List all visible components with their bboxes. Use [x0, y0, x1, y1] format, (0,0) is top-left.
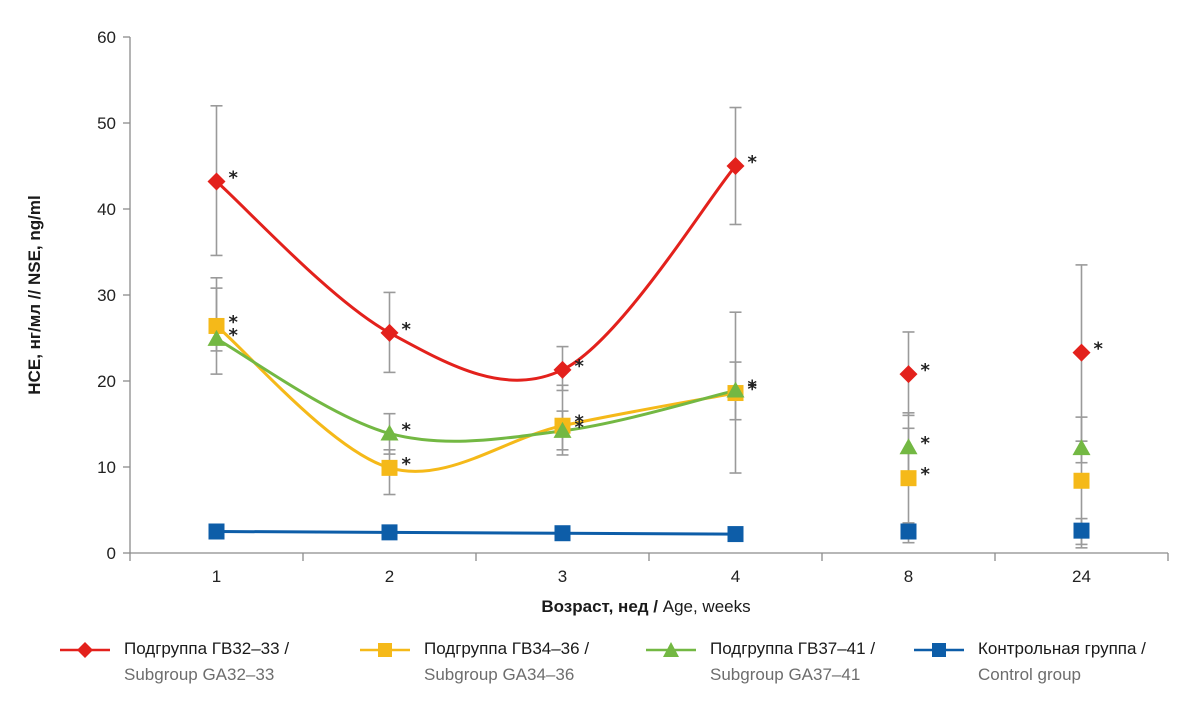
legend-label-en: Subgroup GA34–36	[424, 665, 575, 684]
data-point-ga3436	[1073, 472, 1090, 489]
significance-star: *	[748, 376, 758, 397]
x-axis-title-en: Age, weeks	[663, 597, 751, 616]
legend-label-en: Subgroup GA37–41	[710, 665, 861, 684]
x-tick-label: 1	[212, 567, 221, 586]
data-point-control	[554, 525, 571, 542]
significance-star: *	[1094, 339, 1104, 360]
legend-swatch-square-icon	[914, 643, 964, 657]
legend-swatch-triangle-icon	[646, 642, 696, 657]
significance-star: *	[921, 433, 931, 454]
legend-swatch-diamond-icon	[60, 642, 110, 658]
data-point-ga3233	[726, 157, 745, 175]
significance-star: *	[229, 325, 239, 346]
data-point-ga3741	[553, 421, 572, 438]
x-tick-label: 8	[904, 567, 913, 586]
significance-star: *	[575, 417, 585, 438]
data-point-ga3233	[207, 172, 226, 191]
y-tick-label: 0	[107, 544, 116, 563]
x-tick-label: 24	[1072, 567, 1091, 586]
significance-star: *	[402, 454, 412, 475]
y-tick-label: 20	[97, 372, 116, 391]
significance-star: *	[575, 356, 585, 377]
y-tick-label: 40	[97, 200, 116, 219]
y-tick-label: 60	[97, 28, 116, 47]
data-point-ga3436	[208, 317, 225, 334]
data-point-ga3436	[381, 459, 398, 476]
series-line-control	[216, 530, 736, 536]
significance-star: *	[402, 419, 412, 440]
data-point-ga3233	[553, 360, 572, 379]
series-line-ga3233	[215, 165, 737, 382]
error-bars	[210, 105, 1088, 549]
x-tick-label: 4	[731, 567, 740, 586]
significance-star: *	[921, 360, 931, 381]
data-point-ga3233	[1072, 343, 1091, 362]
data-point-control	[727, 526, 744, 543]
legend: Подгруппа ГВ32–33 / Subgroup GA32–33 Под…	[60, 636, 1180, 706]
data-point-ga3233	[899, 365, 918, 384]
legend-label-ru: Контрольная группа /	[978, 639, 1146, 658]
x-tick-label: 2	[385, 567, 394, 586]
series-line-ga3741	[215, 337, 736, 443]
legend-swatch-square-icon	[360, 643, 410, 657]
data-point-control	[208, 523, 225, 540]
series-markers	[207, 157, 1091, 543]
legend-label-ru: Подгруппа ГВ32–33 /	[124, 639, 290, 658]
x-axis-title-ru: Возраст, нед /	[541, 597, 662, 616]
significance-star: *	[921, 464, 931, 485]
legend-label-en: Control group	[978, 665, 1082, 684]
legend-label-ru: Подгруппа ГВ37–41 /	[710, 639, 876, 658]
data-point-ga3741	[1072, 439, 1091, 456]
y-tick-label: 50	[97, 114, 116, 133]
x-tick-label: 3	[558, 567, 567, 586]
data-point-ga3741	[380, 424, 399, 441]
legend-label-ru: Подгруппа ГВ34–36 /	[424, 639, 590, 658]
significance-star: *	[402, 319, 412, 340]
data-point-ga3436	[900, 470, 917, 487]
series-line-ga3436	[215, 324, 736, 473]
significance-star: *	[229, 167, 239, 188]
significance-star: *	[748, 379, 758, 400]
data-point-ga3741	[726, 381, 745, 398]
data-point-control	[900, 523, 917, 540]
significance-star: *	[748, 152, 758, 173]
data-point-ga3741	[207, 329, 226, 346]
data-point-control	[381, 524, 398, 541]
significance-star: *	[575, 412, 585, 433]
data-point-ga3741	[899, 438, 918, 455]
significance-star: *	[229, 312, 239, 333]
series-lines	[215, 165, 737, 536]
axes: 0 10 20 30 40 50 60 1 2 3 4 8 24	[97, 28, 1169, 586]
significance-stars: ************* ***	[229, 152, 1104, 485]
x-axis-title: Возраст, нед / Age, weeks	[541, 597, 750, 616]
data-point-ga3233	[380, 323, 399, 342]
data-point-control	[1073, 522, 1090, 539]
y-tick-label: 10	[97, 458, 116, 477]
legend-label-en: Subgroup GA32–33	[124, 665, 275, 684]
y-axis-title: НСЕ, нг/мл // NSE, ng/ml	[25, 195, 44, 394]
y-tick-label: 30	[97, 286, 116, 305]
